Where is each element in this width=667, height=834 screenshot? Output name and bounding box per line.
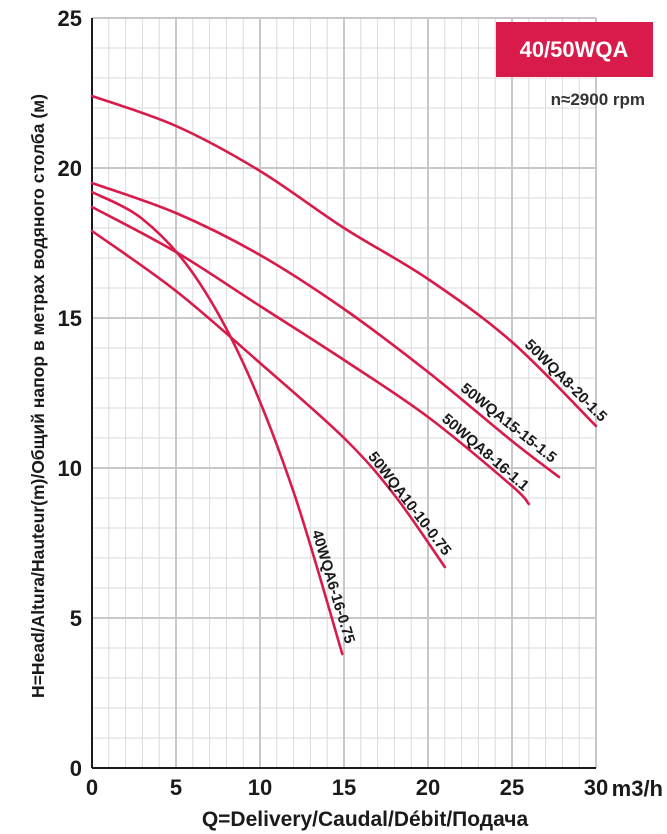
x-tick-label: 30: [584, 775, 608, 800]
x-tick-label: 25: [500, 775, 524, 800]
tick-labels: 0 5 10 15 20 25 30 0 5 10 15 20 25: [58, 6, 609, 800]
series-curve-5: [90, 190, 344, 656]
model-badge-background: [496, 22, 653, 77]
y-tick-label: 10: [58, 456, 82, 481]
x-tick-label: 5: [170, 775, 182, 800]
x-tick-label: 20: [416, 775, 440, 800]
series-labels: 50WQA8-20-1.550WQA15-15-1.550WQA8-16-1.1…: [308, 336, 610, 645]
grid-major: [91, 17, 597, 769]
series-curve-2: [90, 181, 561, 479]
axes: [91, 18, 596, 769]
x-axis-unit: m3/h: [612, 776, 663, 801]
y-tick-label: 20: [58, 156, 82, 181]
x-axis-label: Q=Delivery/Caudal/Débit/Подача: [202, 808, 529, 831]
y-tick-label: 15: [58, 306, 82, 331]
chart-title: 40/50WQA: [520, 37, 629, 62]
x-tick-label: 10: [248, 775, 272, 800]
series-label-5: 40WQA6-16-0.75: [308, 528, 358, 645]
speed-label: n≈2900 rpm: [551, 90, 645, 109]
y-tick-label: 0: [70, 756, 82, 781]
x-tick-label: 0: [86, 775, 98, 800]
series-curves: [90, 94, 598, 656]
y-axis-label: H=Head/Altura/Hauteur(m)/Общий напор в м…: [28, 94, 48, 698]
y-tick-label: 5: [70, 606, 82, 631]
x-tick-label: 15: [332, 775, 356, 800]
series-curve-1: [90, 94, 598, 428]
model-badge: 40/50WQA: [496, 22, 653, 77]
series-curve-4: [90, 229, 447, 569]
y-tick-label: 25: [58, 6, 82, 31]
